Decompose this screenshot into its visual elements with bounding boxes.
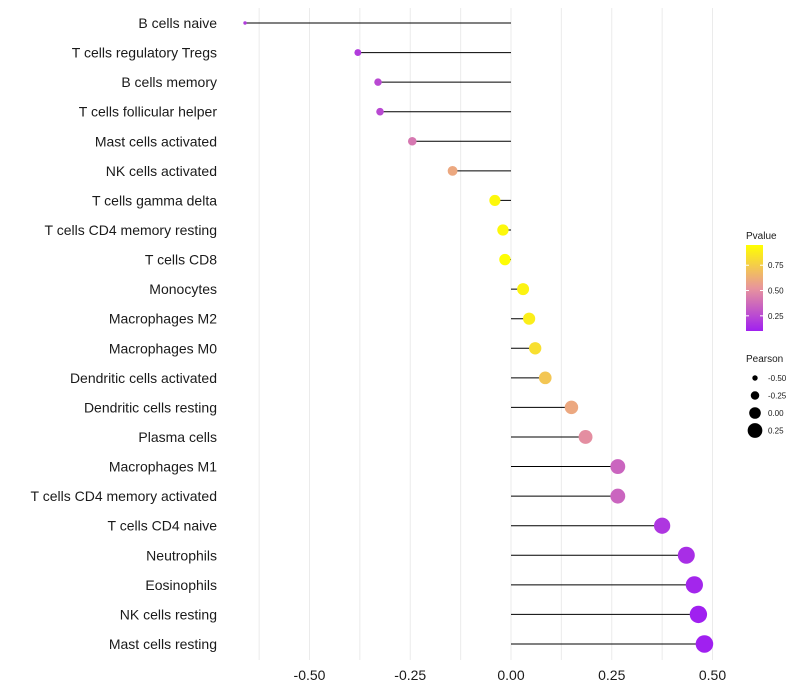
size-legend-point (749, 407, 761, 419)
lollipop-point (497, 224, 509, 236)
lollipop-point (685, 576, 703, 594)
category-label: Neutrophils (146, 547, 217, 563)
category-label: Macrophages M0 (109, 340, 217, 356)
colorbar-tick-label: 0.75 (768, 261, 784, 270)
category-label: T cells regulatory Tregs (72, 45, 217, 61)
lollipop-point (689, 605, 708, 624)
lollipop-point (610, 459, 626, 474)
lollipop-point (654, 517, 671, 534)
lollipop-point (523, 312, 536, 325)
lollipop-point (578, 430, 593, 444)
category-label: Dendritic cells resting (84, 399, 217, 415)
pearson-legend: Pearson -0.50 -0.25 0.00 0.25 (746, 354, 787, 438)
lollipop-point (407, 136, 417, 146)
lollipop-point (517, 283, 530, 296)
category-label: NK cells resting (120, 606, 217, 622)
lollipop-point (489, 194, 501, 206)
category-label: T cells gamma delta (92, 192, 217, 208)
lollipop-point (499, 253, 511, 266)
pvalue-legend: Pvalue 0.75 0.50 0.25 (746, 231, 784, 331)
category-label: Dendritic cells activated (70, 370, 217, 386)
size-legend-label: -0.25 (768, 392, 787, 401)
size-legend-label: -0.50 (768, 374, 787, 383)
lollipop-point (529, 342, 542, 355)
category-label: T cells CD4 naive (108, 518, 218, 534)
lollipop-point (677, 546, 695, 564)
size-legend-label: 0.25 (768, 427, 784, 436)
pearson-legend-title: Pearson (746, 354, 783, 365)
category-labels: B cells naive T cells regulatory Tregs B c… (31, 15, 218, 652)
size-legend-point (750, 391, 760, 400)
category-label: T cells follicular helper (79, 104, 218, 120)
x-axis-ticks: -0.50 -0.25 0.00 0.25 0.50 (294, 667, 727, 683)
pvalue-legend-title: Pvalue (746, 231, 777, 242)
lollipop-point (376, 107, 384, 116)
lollipop-point (447, 165, 458, 176)
lollipop-point (538, 371, 552, 385)
category-label: Macrophages M1 (109, 459, 217, 475)
category-label: T cells CD4 memory activated (31, 488, 217, 504)
x-tick-label: -0.50 (294, 667, 326, 683)
category-label: B cells memory (121, 74, 217, 90)
lollipop-point (354, 49, 362, 57)
size-legend-label: 0.00 (768, 409, 784, 418)
category-label: Macrophages M2 (109, 311, 217, 327)
x-tick-label: 0.50 (699, 667, 726, 683)
category-label: B cells naive (138, 15, 217, 31)
x-tick-label: 0.00 (497, 667, 524, 683)
category-label: Mast cells resting (109, 636, 217, 652)
size-legend-point (747, 423, 763, 438)
colorbar-tick-label: 0.50 (768, 287, 784, 296)
colorbar-tick-label: 0.25 (768, 312, 784, 321)
category-label: Eosinophils (145, 577, 217, 593)
lollipop-points (243, 21, 714, 653)
lollipop-point (243, 21, 247, 25)
size-legend-point (752, 375, 758, 381)
category-label: Plasma cells (138, 429, 217, 445)
lollipop-point (374, 78, 382, 86)
category-label: Mast cells activated (95, 133, 217, 149)
x-tick-label: -0.25 (394, 667, 426, 683)
lollipop-point (610, 488, 626, 504)
grid-lines (258, 8, 713, 660)
category-label: Monocytes (149, 281, 217, 297)
category-label: T cells CD4 memory resting (45, 222, 217, 238)
lollipop-segments (245, 22, 705, 645)
pvalue-colorbar (746, 245, 763, 331)
lollipop-point (695, 635, 714, 653)
lollipop-point (564, 400, 579, 415)
category-label: NK cells activated (106, 163, 217, 179)
category-label: T cells CD8 (145, 252, 217, 268)
x-tick-label: 0.25 (598, 667, 625, 683)
